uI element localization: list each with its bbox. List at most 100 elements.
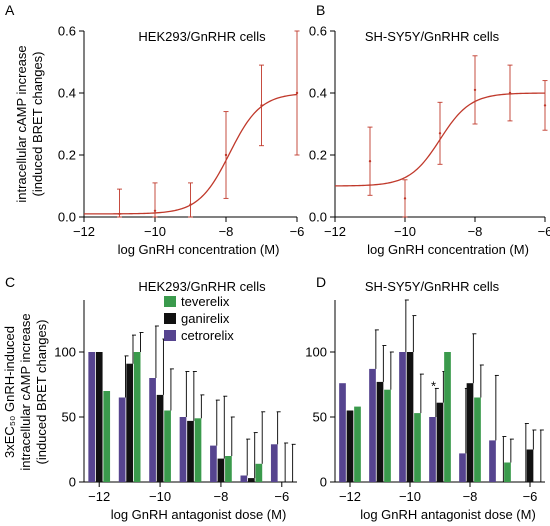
y-axis-label-top-line: (induced BRET changes) [30, 51, 45, 196]
legend-label-teverelix: teverelix [181, 294, 230, 309]
bar-cetrorelix [429, 417, 436, 482]
axis-d-y-tick-label: 100 [305, 345, 327, 360]
data-point [224, 153, 228, 157]
y-axis-label-top: intracellular cAMP increase (induced BRET… [14, 45, 45, 202]
legend-label-cetrorelix: cetrorelix [181, 328, 234, 343]
bar-ganirelix [436, 402, 444, 482]
axis-c-x-tick-label: −10 [149, 489, 171, 504]
bar-ganirelix [156, 394, 164, 482]
bar-cetrorelix [489, 440, 496, 482]
legend-label-ganirelix: ganirelix [181, 311, 230, 326]
y-axis-label-top-line: intracellular cAMP increase [14, 45, 29, 202]
x-axis-label-a: log GnRH concentration (M) [118, 242, 280, 257]
y-axis-label-bottom-line: 3xEC₅₀ GnRH-induced [2, 326, 17, 458]
axis-c-x-tick-label: −6 [274, 489, 289, 504]
data-point [508, 91, 512, 95]
legend-swatch-ganirelix [164, 313, 176, 324]
axis-a-x-tick-label: −6 [290, 224, 305, 239]
x-axis-label-b: log GnRH concentration (M) [367, 242, 529, 257]
bar-cetrorelix [369, 368, 376, 482]
bar-cetrorelix [399, 352, 406, 482]
axis-b-y-tick-label: 0.4 [309, 86, 327, 101]
axis-b-y-tick-label: 0.2 [309, 148, 327, 163]
panel-letter-b: B [316, 2, 325, 18]
axis-c-y-tick-label: 100 [54, 345, 76, 360]
axis-b-x-tick-label: −6 [538, 224, 550, 239]
bar-ganirelix [217, 458, 225, 482]
bar-teverelix [133, 352, 141, 482]
y-axis-label-bottom: 3xEC₅₀ GnRH-induced intracellular cAMP in… [2, 313, 49, 470]
bar-ganirelix [406, 352, 414, 482]
axis-c-x-tick-label: −8 [214, 489, 229, 504]
axis-d-x-tick-label: −10 [399, 489, 421, 504]
axis-a-y-tick-label: 0.0 [58, 210, 76, 225]
panel-letter-d: D [316, 274, 326, 290]
panel-title-c: HEK293/GnRHR cells [138, 279, 266, 294]
bar-teverelix [414, 413, 421, 482]
bar-teverelix [164, 410, 171, 482]
panel-title-a: HEK293/GnRHR cells [138, 29, 266, 44]
data-point [438, 132, 442, 135]
bar-cetrorelix [459, 453, 466, 482]
axis-d-x-tick-label: −12 [339, 489, 361, 504]
axis-b-y-tick-label: 0.6 [309, 24, 327, 39]
axis-a-x-tick-label: −12 [73, 224, 95, 239]
bar-cetrorelix [270, 444, 278, 482]
data-point [403, 197, 407, 200]
axis-b-y-tick-label: 0.0 [309, 210, 327, 225]
y-axis-label-bottom-line: intracellular cAMP increase [18, 313, 33, 470]
axis-b-x-tick-label: −8 [468, 224, 483, 239]
panel-letter-a: A [5, 2, 15, 18]
bar-cetrorelix [179, 417, 187, 482]
bar-ganirelix [346, 410, 354, 482]
axis-d-x-tick-label: −8 [463, 489, 478, 504]
legend-swatch-teverelix [164, 296, 176, 307]
axis-c-x-tick-label: −12 [88, 489, 110, 504]
axis-b-x-tick-label: −10 [394, 224, 416, 239]
axis-a-x-tick-label: −10 [144, 224, 166, 239]
bar-ganirelix [248, 478, 255, 482]
x-axis-label-c: log GnRH antagonist dose (M) [111, 507, 287, 522]
bar-cetrorelix [240, 475, 248, 482]
data-point [295, 91, 299, 95]
bar-ganirelix [126, 363, 133, 482]
axis-a-y-tick-label: 0.6 [58, 24, 76, 39]
bar-cetrorelix [149, 378, 156, 482]
bar-teverelix [194, 418, 202, 482]
axis-c-y-tick-label: 50 [62, 410, 76, 425]
data-point [118, 212, 121, 216]
axis-b-x-tick-label: −12 [324, 224, 346, 239]
axis-d-x-tick-label: −6 [523, 489, 538, 504]
panel-title-b: SH-SY5Y/GnRHR cells [365, 29, 500, 44]
panel-title-d: SH-SY5Y/GnRHR cells [365, 279, 500, 294]
bar-cetrorelix [210, 445, 217, 482]
panel-letter-c: C [5, 274, 15, 290]
axis-a-y-tick-label: 0.2 [58, 148, 76, 163]
data-point [260, 104, 263, 107]
bar-teverelix [255, 463, 263, 482]
bar-cetrorelix [118, 397, 126, 482]
legend-swatch-cetrorelix [164, 330, 176, 341]
bar-ganirelix [526, 449, 534, 482]
axis-a-x-tick-label: −8 [219, 224, 234, 239]
significance-asterisk: * [431, 378, 436, 393]
bar-teverelix [444, 352, 451, 482]
y-axis-label-bottom-line: (induced BRET changes) [34, 319, 49, 464]
bar-teverelix [474, 397, 481, 482]
bar-teverelix [384, 389, 391, 482]
bar-ganirelix [376, 381, 384, 482]
axis-a-y-tick-label: 0.4 [58, 86, 76, 101]
bar-teverelix [354, 406, 361, 482]
data-point [473, 88, 477, 92]
bar-cetrorelix [88, 352, 96, 482]
bar-ganirelix [187, 420, 194, 482]
data-point [189, 203, 192, 206]
axis-d-y-tick-label: 0 [320, 475, 327, 490]
data-point [153, 209, 157, 212]
bar-ganirelix [466, 383, 474, 482]
data-point [368, 160, 372, 163]
axis-d-y-tick-label: 50 [313, 410, 327, 425]
x-axis-label-d: log GnRH antagonist dose (M) [360, 507, 536, 522]
bar-ganirelix [95, 352, 103, 482]
